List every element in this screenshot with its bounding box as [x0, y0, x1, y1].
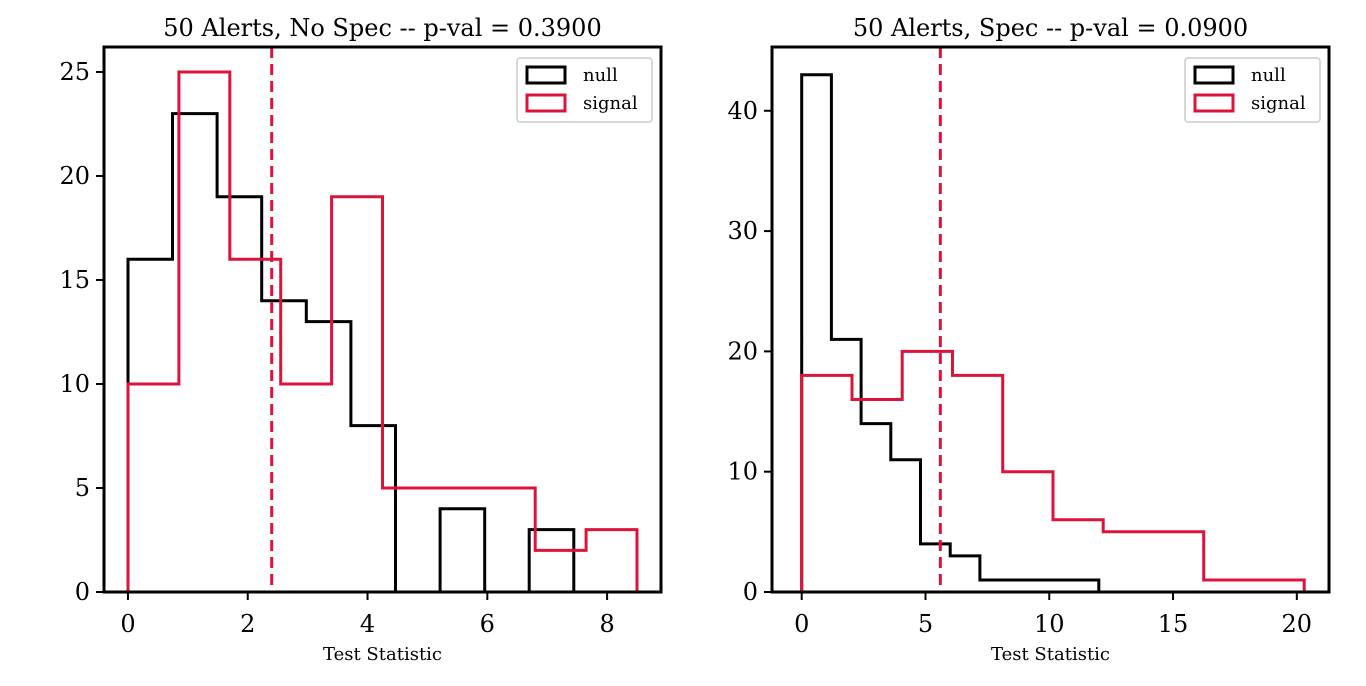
x-tick-label: 20: [1282, 610, 1313, 638]
y-tick-label: 0: [75, 578, 90, 606]
plot-frame: [770, 45, 1331, 594]
x-tick-label: 6: [480, 610, 495, 638]
legend-swatch-null: [1193, 65, 1235, 85]
x-tick-label: 4: [360, 610, 375, 638]
legend-swatch-signal: [1193, 93, 1235, 113]
chart-panel-1: 0 2 4 6 8 0 5 10 15 20 25 50 Alerts, No Spec -- p-v…: [59, 14, 663, 665]
y-tick-label: 40: [727, 97, 758, 125]
legend: null signal: [516, 57, 653, 123]
legend-swatch-null: [525, 65, 567, 85]
legend-swatch-signal: [525, 93, 567, 113]
legend: null signal: [1184, 57, 1321, 123]
legend-label-signal: signal: [1251, 93, 1306, 114]
y-tick-label: 5: [75, 474, 90, 502]
legend-box: [516, 57, 653, 123]
x-tick-label: 0: [120, 610, 135, 638]
histogram-signal-series: [126, 70, 639, 592]
histogram-null-series: [800, 73, 1101, 592]
y-tick-label: 0: [743, 578, 758, 606]
histogram-null-series: [126, 112, 576, 594]
x-tick-label: 0: [794, 610, 809, 638]
x-tick-label: 10: [1034, 610, 1065, 638]
x-axis-label: Test Statistic: [323, 644, 442, 665]
chart-title: 50 Alerts, Spec -- p-val = 0.0900: [853, 14, 1248, 42]
legend-box: [1184, 57, 1321, 123]
legend-label-null: null: [1251, 65, 1286, 86]
y-tick-label: 30: [727, 217, 758, 245]
histogram-signal-series: [800, 349, 1306, 592]
x-tick-label: 15: [1158, 610, 1189, 638]
x-tick-label: 5: [918, 610, 933, 638]
x-tick-label: 2: [240, 610, 255, 638]
y-tick-label: 20: [727, 337, 758, 365]
legend-label-signal: signal: [583, 93, 638, 114]
legend-label-null: null: [583, 65, 618, 86]
y-tick-label: 15: [59, 266, 90, 294]
x-axis-label: Test Statistic: [991, 644, 1110, 665]
y-tick-label: 10: [59, 370, 90, 398]
y-tick-label: 25: [59, 58, 90, 86]
y-tick-label: 20: [59, 162, 90, 190]
y-tick-label: 10: [727, 458, 758, 486]
x-tick-label: 8: [599, 610, 614, 638]
chart-title: 50 Alerts, No Spec -- p-val = 0.3900: [163, 14, 601, 42]
chart-panel-2: 0 5 10 15 20 0 10 20 30 40 50 Alerts, Spec -- p-va…: [727, 14, 1331, 665]
plot-frame: [102, 45, 663, 594]
